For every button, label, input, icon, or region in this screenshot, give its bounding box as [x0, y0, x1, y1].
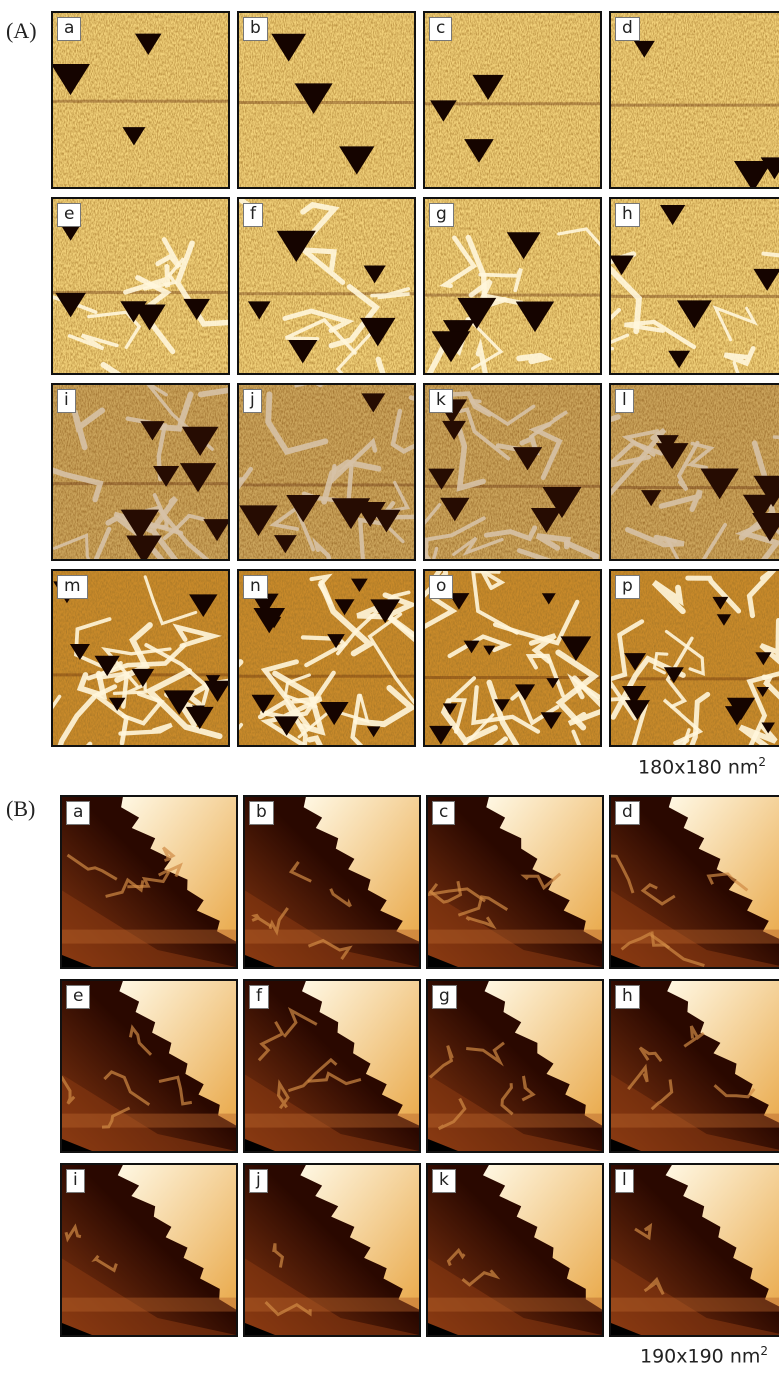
stm-panel-d: d — [609, 795, 779, 969]
stm-panel-label-d: d — [615, 801, 640, 825]
afm-panel-k: k — [423, 383, 602, 561]
scale-a-exponent: 2 — [758, 755, 767, 769]
stm-micrograph-c — [428, 797, 602, 967]
afm-panel-d: d — [609, 11, 779, 189]
stm-panel-label-f: f — [249, 985, 269, 1009]
afm-panel-label-j: j — [243, 389, 262, 413]
scale-a-text: 180x180 nm — [638, 756, 759, 779]
afm-micrograph-k — [425, 385, 600, 559]
afm-micrograph-h — [611, 199, 779, 373]
afm-micrograph-j — [239, 385, 414, 559]
stm-micrograph-d — [611, 797, 779, 967]
afm-panel-f: f — [237, 197, 416, 375]
stm-panel-label-k: k — [432, 1169, 456, 1193]
stm-panel-label-b: b — [249, 801, 274, 825]
afm-micrograph-o — [425, 571, 600, 745]
afm-micrograph-i — [53, 385, 228, 559]
afm-micrograph-e — [53, 199, 228, 373]
afm-panel-a: a — [51, 11, 230, 189]
section-b-scale-label: 190x190 nm2 — [640, 1344, 768, 1367]
afm-panel-b: b — [237, 11, 416, 189]
stm-panel-label-i: i — [66, 1169, 85, 1193]
afm-panel-label-k: k — [429, 389, 453, 413]
stm-micrograph-k — [428, 1165, 602, 1335]
afm-panel-label-p: p — [615, 575, 640, 599]
stm-panel-label-h: h — [615, 985, 640, 1009]
afm-panel-i: i — [51, 383, 230, 561]
stm-panel-label-l: l — [615, 1169, 634, 1193]
afm-panel-label-e: e — [57, 203, 82, 227]
afm-panel-g: g — [423, 197, 602, 375]
afm-panel-label-o: o — [429, 575, 454, 599]
stm-micrograph-j — [245, 1165, 419, 1335]
stm-panel-g: g — [426, 979, 604, 1153]
section-a-label: (A) — [6, 18, 37, 43]
scale-b-exponent: 2 — [760, 1344, 769, 1358]
stm-micrograph-e — [62, 981, 236, 1151]
afm-panel-label-f: f — [243, 203, 263, 227]
stm-panel-h: h — [609, 979, 779, 1153]
afm-panel-m: m — [51, 569, 230, 747]
stm-panel-j: j — [243, 1163, 421, 1337]
stm-panel-b: b — [243, 795, 421, 969]
stm-panel-e: e — [60, 979, 238, 1153]
afm-panel-label-d: d — [615, 17, 640, 41]
afm-panel-label-m: m — [57, 575, 88, 599]
afm-panel-label-i: i — [57, 389, 76, 413]
stm-panel-label-j: j — [249, 1169, 268, 1193]
stm-panel-label-a: a — [66, 801, 91, 825]
afm-panel-o: o — [423, 569, 602, 747]
stm-panel-l: l — [609, 1163, 779, 1337]
stm-micrograph-i — [62, 1165, 236, 1335]
stm-panel-f: f — [243, 979, 421, 1153]
stm-panel-label-e: e — [66, 985, 91, 1009]
stm-panel-a: a — [60, 795, 238, 969]
stm-panel-c: c — [426, 795, 604, 969]
stm-micrograph-h — [611, 981, 779, 1151]
stm-panel-k: k — [426, 1163, 604, 1337]
afm-micrograph-f — [239, 199, 414, 373]
afm-panel-label-l: l — [615, 389, 634, 413]
stm-micrograph-g — [428, 981, 602, 1151]
afm-micrograph-l — [611, 385, 779, 559]
afm-panel-e: e — [51, 197, 230, 375]
afm-panel-p: p — [609, 569, 779, 747]
afm-panel-label-h: h — [615, 203, 640, 227]
afm-micrograph-g — [425, 199, 600, 373]
stm-panel-label-g: g — [432, 985, 457, 1009]
afm-micrograph-d — [611, 13, 779, 187]
afm-micrograph-a — [53, 13, 228, 187]
afm-panel-l: l — [609, 383, 779, 561]
afm-micrograph-m — [53, 571, 228, 745]
stm-micrograph-l — [611, 1165, 779, 1335]
afm-micrograph-c — [425, 13, 600, 187]
afm-panel-j: j — [237, 383, 416, 561]
afm-panel-label-g: g — [429, 203, 454, 227]
stm-micrograph-f — [245, 981, 419, 1151]
stm-micrograph-b — [245, 797, 419, 967]
section-a-scale-label: 180x180 nm2 — [638, 755, 766, 778]
afm-panel-label-a: a — [57, 17, 82, 41]
afm-panel-h: h — [609, 197, 779, 375]
afm-micrograph-b — [239, 13, 414, 187]
afm-panel-label-c: c — [429, 17, 453, 41]
afm-micrograph-p — [611, 571, 779, 745]
afm-micrograph-n — [239, 571, 414, 745]
stm-micrograph-a — [62, 797, 236, 967]
afm-panel-label-b: b — [243, 17, 268, 41]
stm-panel-label-c: c — [432, 801, 456, 825]
afm-panel-c: c — [423, 11, 602, 189]
afm-panel-n: n — [237, 569, 416, 747]
stm-panel-i: i — [60, 1163, 238, 1337]
section-b-label: (B) — [6, 796, 36, 821]
scale-b-text: 190x190 nm — [640, 1345, 761, 1368]
afm-panel-label-n: n — [243, 575, 268, 599]
